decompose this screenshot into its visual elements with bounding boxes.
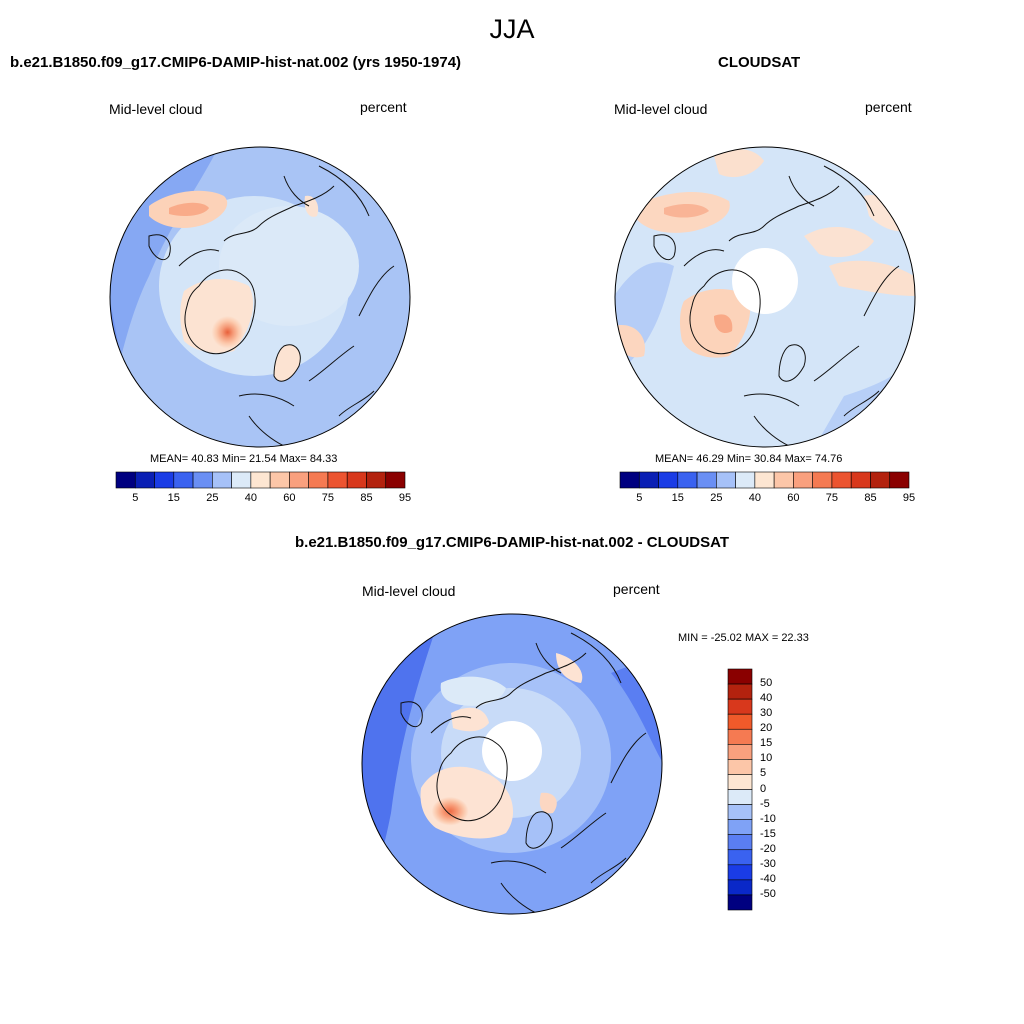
diff-colorbar [727,668,753,911]
model-variable-label: Mid-level cloud [109,101,203,117]
colorbar-swatch [154,471,175,489]
colorbar-tick-label: 40 [244,492,257,504]
diff-variable-label: Mid-level cloud [362,583,456,599]
colorbar-swatch [173,471,194,489]
colorbar-tick-label: 40 [748,492,761,504]
colorbar-tick-label: -10 [760,812,776,825]
colorbar-swatch [870,471,891,489]
colorbar-swatch [773,471,794,489]
colorbar-swatch [727,728,753,745]
colorbar-swatch [677,471,698,489]
colorbar-swatch [727,774,753,790]
colorbar-tick-label: 85 [864,492,877,504]
colorbar-swatch [696,471,717,489]
colorbar-swatch [727,864,753,881]
colorbar-tick-label: 5 [760,767,767,780]
obs-colorbar [619,471,910,489]
colorbar-tick-label: 20 [760,722,773,735]
colorbar-tick-label: 95 [398,492,412,504]
obs-units-label: percent [865,99,912,115]
colorbar-swatch [727,789,753,805]
colorbar-tick-label: 75 [825,492,839,504]
colorbar-swatch [727,894,753,911]
diff-panel-title: b.e21.B1850.f09_g17.CMIP6-DAMIP-hist-nat… [295,534,729,551]
colorbar-tick-label: -5 [760,797,770,810]
colorbar-swatch [658,471,679,489]
diff-stats: MIN = -25.02 MAX = 22.33 [678,632,809,644]
colorbar-tick-label: -20 [760,842,776,855]
colorbar-swatch [269,471,290,489]
colorbar-swatch [727,834,753,851]
colorbar-tick-label: 25 [710,492,723,504]
colorbar-swatch [115,471,136,489]
obs-panel-title: CLOUDSAT [718,54,801,71]
colorbar-tick-label: 85 [360,492,373,504]
figure-title: JJA [489,14,535,44]
colorbar-swatch [366,471,387,489]
colorbar-swatch [134,471,155,489]
colorbar-swatch [727,698,753,715]
model-stats: MEAN= 40.83 Min= 21.54 Max= 84.33 [150,453,338,465]
colorbar-swatch [212,471,232,489]
colorbar-tick-label: 15 [671,492,684,504]
colorbar-swatch [327,471,348,489]
colorbar-swatch [727,744,753,760]
colorbar-tick-label: 30 [760,707,773,720]
colorbar-swatch [735,471,756,489]
colorbar-swatch [727,804,753,820]
colorbar-swatch [727,849,753,866]
model-units-label: percent [360,99,407,115]
colorbar-tick-label: 60 [283,492,296,504]
model-panel-title: b.e21.B1850.f09_g17.CMIP6-DAMIP-hist-nat… [10,54,462,71]
colorbar-swatch [727,668,753,685]
colorbar-tick-label: 60 [787,492,800,504]
colorbar-swatch [727,683,753,700]
colorbar-tick-label: 25 [206,492,219,504]
colorbar-tick-label: 5 [636,492,643,504]
colorbar-tick-label: 0 [760,782,767,795]
colorbar-swatch [308,471,329,489]
colorbar-swatch [812,471,833,489]
colorbar-tick-label: 10 [760,752,773,765]
colorbar-tick-label: -50 [760,887,776,900]
colorbar-tick-label: -40 [760,872,776,885]
colorbar-swatch [250,471,271,489]
colorbar-swatch [385,471,406,489]
colorbar-swatch [346,471,367,489]
colorbar-swatch [889,471,910,489]
obs-polar-map [614,146,916,448]
colorbar-swatch [850,471,871,489]
colorbar-tick-label: 5 [132,492,139,504]
colorbar-tick-label: 15 [760,737,773,750]
colorbar-tick-label: 15 [167,492,180,504]
colorbar-tick-label: 40 [760,692,773,705]
colorbar-swatch [754,471,775,489]
colorbar-swatch [727,759,753,775]
colorbar-tick-label: -30 [760,857,776,870]
model-colorbar [115,471,406,489]
colorbar-swatch [638,471,659,489]
colorbar-swatch [831,471,852,489]
colorbar-swatch [289,471,309,489]
colorbar-swatch [793,471,813,489]
colorbar-tick-label: 50 [760,677,773,690]
colorbar-swatch [231,471,252,489]
colorbar-tick-label: 75 [321,492,335,504]
colorbar-swatch [192,471,213,489]
obs-stats: MEAN= 46.29 Min= 30.84 Max= 74.76 [655,453,843,465]
model-polar-map [109,146,411,448]
colorbar-swatch [727,819,753,835]
colorbar-swatch [619,471,640,489]
obs-variable-label: Mid-level cloud [614,101,708,117]
diff-polar-map [361,613,663,915]
colorbar-tick-label: -15 [760,827,776,840]
colorbar-tick-label: 95 [902,492,916,504]
diff-units-label: percent [613,581,660,597]
colorbar-swatch [727,879,753,896]
colorbar-swatch [727,713,753,730]
colorbar-swatch [716,471,736,489]
